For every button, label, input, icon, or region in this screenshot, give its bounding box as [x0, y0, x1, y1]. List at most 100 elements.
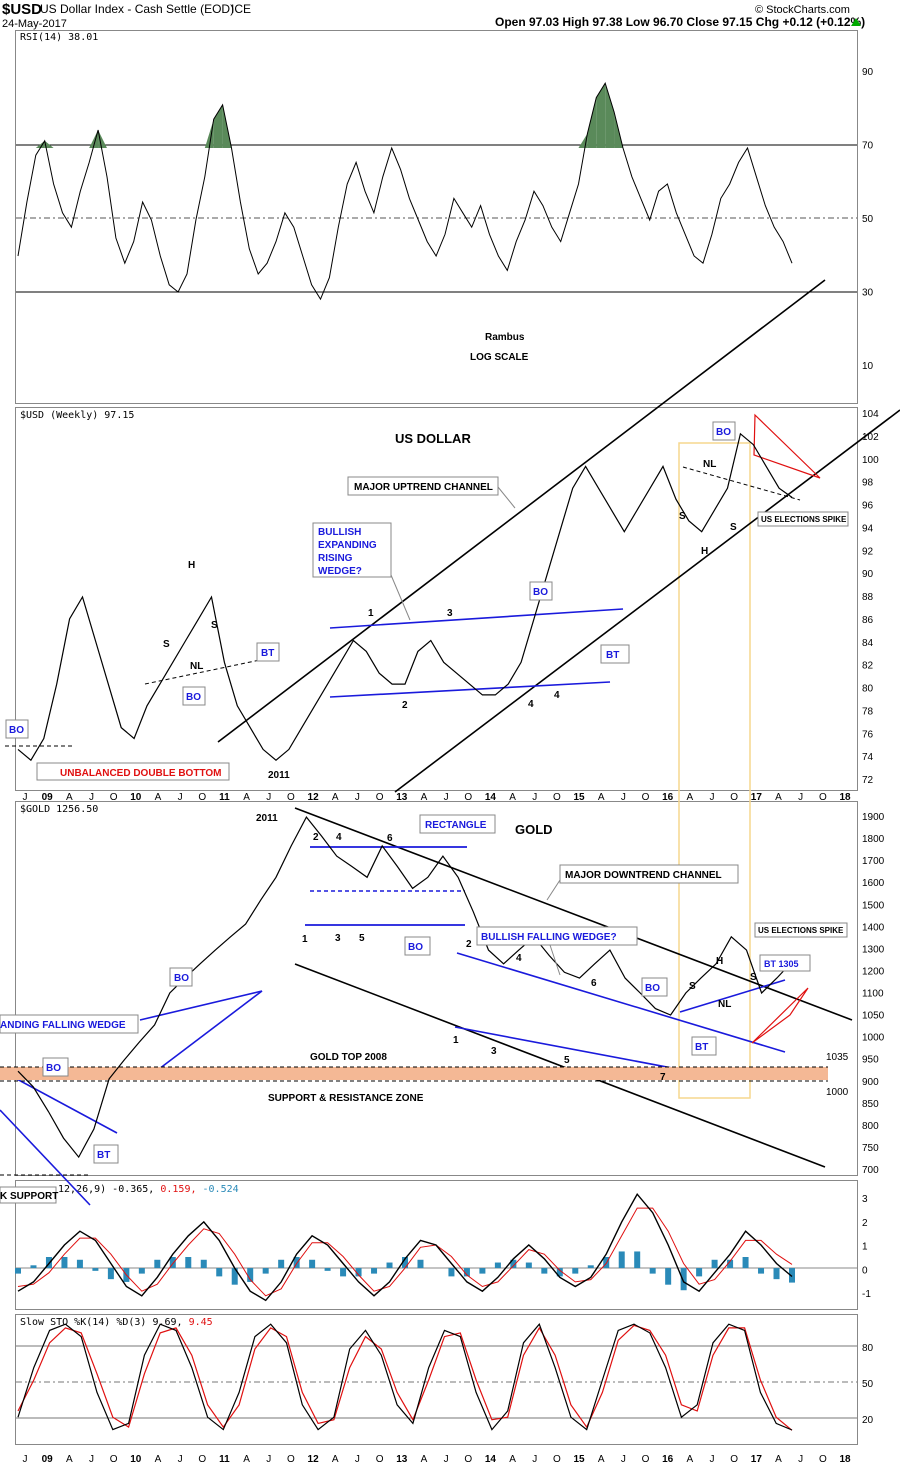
x-axis-label: 14	[485, 792, 497, 803]
gold-y-tick: 1000	[862, 1033, 885, 1044]
macd-histogram-bar	[386, 1262, 393, 1269]
macd-histogram-bar	[76, 1259, 83, 1269]
macd-histogram-bar	[665, 1268, 672, 1285]
support-resistance-zone	[0, 1067, 828, 1080]
macd-y-tick: 2	[862, 1218, 868, 1229]
macd-histogram-bar	[541, 1268, 548, 1274]
x-axis-label: J	[178, 1454, 183, 1465]
macd-histogram-bar	[556, 1268, 563, 1277]
quote-summary: Open 97.03 High 97.38 Low 96.70 Close 97…	[495, 15, 865, 29]
gold-wedge-pointer	[549, 944, 561, 976]
x-axis-label: O	[730, 1454, 738, 1465]
usd-h-1: H	[188, 560, 195, 571]
usd-bt-2: BT	[606, 650, 619, 661]
rsi-overbought-fill	[204, 119, 214, 148]
macd-histogram-bar	[494, 1262, 501, 1269]
macd-histogram-bar	[185, 1257, 192, 1269]
x-axis-label: J	[266, 792, 271, 803]
usd-double-bottom-label: UNBALANCED DOUBLE BOTTOM	[60, 768, 221, 779]
usd-channel-bottom	[394, 409, 900, 793]
election-highlight-box	[678, 442, 751, 1099]
usd-y-tick: 80	[862, 684, 874, 695]
gold-2010-lower	[154, 990, 263, 1073]
gold-wedge-4: 4	[516, 953, 522, 964]
x-axis-label: O	[198, 1454, 206, 1465]
usd-label-box	[347, 476, 499, 496]
macd-y-tick: 3	[862, 1194, 868, 1205]
gold-y-tick: 1400	[862, 922, 885, 933]
gold-wedge-6: 6	[591, 978, 597, 989]
gold-falling-wedge-box	[0, 1014, 139, 1034]
x-axis-label: A	[687, 792, 694, 803]
macd-histogram-bar	[572, 1268, 579, 1274]
chart-header: $USD US Dollar Index - Cash Settle (EOD)…	[2, 1, 865, 30]
gold-2011-label: 2011	[256, 813, 278, 824]
gold-bt-1-box	[93, 1144, 119, 1164]
gold-level-1000: 1000	[826, 1087, 849, 1098]
usd-wave-2: 2	[402, 700, 408, 711]
x-axis-label: A	[66, 792, 73, 803]
x-axis-label: J	[266, 1454, 271, 1465]
macd-histogram-bar	[61, 1257, 68, 1269]
gold-k-support-box	[0, 1186, 57, 1204]
x-axis-label: A	[332, 1454, 339, 1465]
gold-y-tick: 1900	[862, 812, 885, 823]
x-axis-label: A	[687, 1454, 694, 1465]
x-axis-label: A	[332, 792, 339, 803]
usd-annotations: US DOLLAR MAJOR UPTREND CHANNEL BULLISH …	[5, 421, 849, 781]
gold-wedge-1: 1	[453, 1035, 459, 1046]
macd-title: 12,26,9) -0.365, 0.159, -0.524	[58, 1184, 239, 1195]
macd-histogram-bar	[402, 1257, 408, 1269]
macd-y-tick: 0	[862, 1265, 868, 1276]
usd-y-tick: 90	[862, 569, 874, 580]
rsi-overbought-fill	[587, 97, 597, 148]
macd-histogram-bar	[293, 1257, 300, 1269]
usd-h-2: H	[701, 546, 708, 557]
x-axis-label: A	[598, 1454, 605, 1465]
gold-wedge-2: 2	[466, 939, 472, 950]
x-axis-label: O	[819, 1454, 827, 1465]
gold-rect-5: 5	[359, 933, 365, 944]
usd-price-line	[17, 432, 793, 762]
gold-s-2: S	[750, 972, 757, 983]
macd-y-tick: -1	[862, 1289, 871, 1300]
usd-y-tick: 100	[862, 455, 879, 466]
usd-y-tick: 84	[862, 638, 874, 649]
macd-histogram-bar	[262, 1268, 269, 1274]
x-axis-label: 17	[751, 1454, 763, 1465]
x-axis-label: J	[710, 792, 715, 803]
macd-histogram-bar	[727, 1259, 734, 1269]
gold-rectangle-lines	[305, 846, 467, 926]
usd-y-tick: 74	[862, 752, 874, 763]
usd-double-bottom-box	[36, 762, 230, 781]
x-axis-label: 10	[130, 1454, 142, 1465]
usd-nl-2: NL	[703, 459, 716, 470]
x-axis-label: O	[287, 792, 295, 803]
macd-histogram-bar	[448, 1268, 455, 1277]
usd-title: $USD (Weekly) 97.15	[20, 410, 134, 421]
usd-bo-4-box	[712, 421, 736, 441]
gold-heading: GOLD	[515, 822, 553, 837]
macd-histogram-bar	[247, 1268, 254, 1282]
x-axis-label: O	[376, 1454, 384, 1465]
macd-histogram-bar	[169, 1257, 176, 1269]
x-axis-label: J	[532, 1454, 537, 1465]
macd-histogram-bar	[107, 1268, 114, 1280]
usd-wave-3: 3	[447, 608, 453, 619]
gold-wedge-top	[456, 952, 786, 1053]
macd-histogram-bar	[340, 1268, 347, 1277]
macd-histogram-bar	[649, 1268, 656, 1274]
exchange: ICE	[231, 2, 251, 16]
x-axis-label: A	[509, 1454, 516, 1465]
usd-series	[17, 432, 793, 762]
x-axis-label: O	[819, 792, 827, 803]
gold-y-tick: 1200	[862, 966, 885, 977]
gold-y-tick: 1700	[862, 856, 885, 867]
macd-histogram-bar	[773, 1268, 780, 1280]
gold-k-support-label: K SUPPORT	[0, 1191, 58, 1202]
gold-bt-1: BT	[97, 1150, 110, 1161]
gold-2010-upper	[139, 990, 263, 1021]
macd-histogram-bar	[324, 1268, 331, 1271]
rsi-y-tick: 10	[862, 361, 874, 372]
